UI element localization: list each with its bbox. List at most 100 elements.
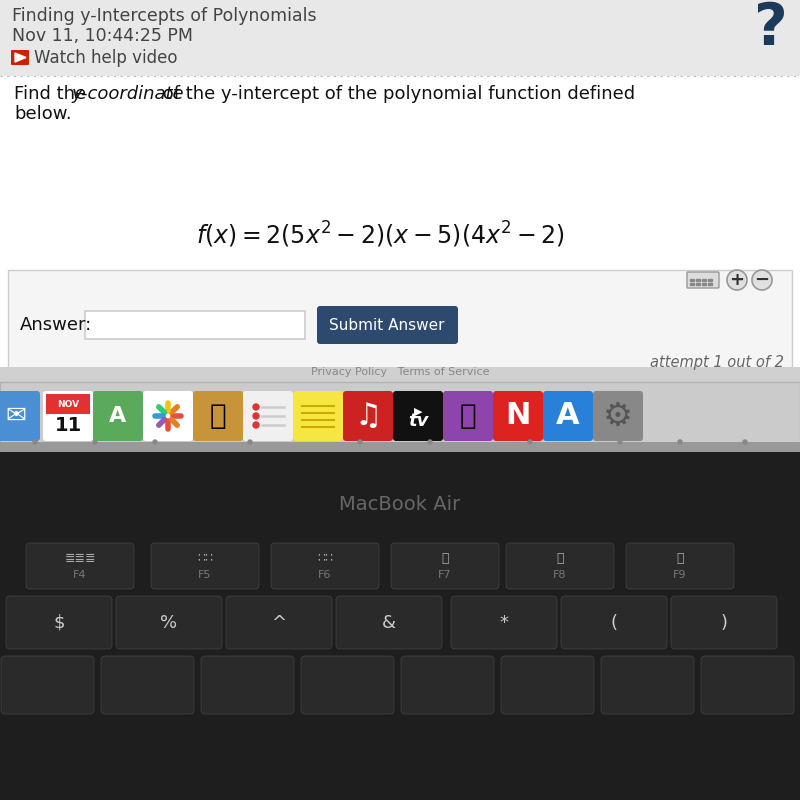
FancyBboxPatch shape	[671, 596, 777, 649]
Bar	[702, 282, 706, 285]
Text: ^: ^	[271, 614, 286, 632]
FancyBboxPatch shape	[601, 656, 694, 714]
Text: of the y-intercept of the polynomial function defined: of the y-intercept of the polynomial fun…	[157, 85, 635, 103]
FancyBboxPatch shape	[451, 596, 557, 649]
Bar	[708, 278, 712, 281]
Text: Watch help video: Watch help video	[34, 49, 178, 67]
FancyBboxPatch shape	[0, 382, 800, 445]
Text: NOV: NOV	[57, 400, 79, 409]
FancyBboxPatch shape	[8, 270, 792, 370]
FancyBboxPatch shape	[701, 656, 794, 714]
FancyBboxPatch shape	[0, 442, 800, 452]
Circle shape	[428, 440, 432, 444]
FancyBboxPatch shape	[6, 596, 112, 649]
Text: ≣≣≣: ≣≣≣	[64, 551, 96, 565]
Text: 11: 11	[54, 416, 82, 435]
FancyBboxPatch shape	[391, 543, 499, 589]
FancyBboxPatch shape	[626, 543, 734, 589]
FancyBboxPatch shape	[393, 391, 443, 441]
Text: ?: ?	[754, 0, 788, 57]
FancyBboxPatch shape	[26, 543, 134, 589]
Circle shape	[253, 404, 259, 410]
Bar	[702, 278, 706, 281]
Text: F9: F9	[674, 570, 686, 580]
Text: tv: tv	[408, 412, 428, 430]
Text: *: *	[499, 614, 509, 632]
FancyBboxPatch shape	[93, 391, 143, 441]
Circle shape	[153, 440, 157, 444]
Bar	[696, 282, 700, 285]
Text: below.: below.	[14, 105, 72, 123]
FancyBboxPatch shape	[1, 656, 94, 714]
FancyBboxPatch shape	[101, 656, 194, 714]
Text: F6: F6	[318, 570, 332, 580]
Text: ✉: ✉	[6, 404, 26, 428]
Text: Privacy Policy   Terms of Service: Privacy Policy Terms of Service	[310, 367, 490, 377]
FancyBboxPatch shape	[271, 543, 379, 589]
FancyBboxPatch shape	[443, 391, 493, 441]
Text: Answer:: Answer:	[20, 316, 92, 334]
Text: F7: F7	[438, 570, 452, 580]
FancyBboxPatch shape	[85, 311, 305, 339]
FancyBboxPatch shape	[193, 391, 243, 441]
FancyBboxPatch shape	[493, 391, 543, 441]
FancyBboxPatch shape	[43, 391, 93, 441]
Polygon shape	[15, 53, 26, 62]
FancyBboxPatch shape	[336, 596, 442, 649]
Text: ♫: ♫	[354, 402, 382, 430]
Circle shape	[678, 440, 682, 444]
Text: MacBook Air: MacBook Air	[339, 495, 461, 514]
Text: ): )	[721, 614, 727, 632]
FancyBboxPatch shape	[201, 656, 294, 714]
Circle shape	[727, 270, 747, 290]
FancyBboxPatch shape	[116, 596, 222, 649]
Text: $f(x) = 2(5x^2 - 2)(x - 5)(4x^2 - 2)$: $f(x) = 2(5x^2 - 2)(x - 5)(4x^2 - 2)$	[196, 220, 564, 250]
Text: A: A	[556, 402, 580, 430]
FancyBboxPatch shape	[0, 391, 40, 441]
FancyBboxPatch shape	[493, 391, 543, 441]
FancyBboxPatch shape	[46, 394, 90, 414]
FancyBboxPatch shape	[543, 391, 593, 441]
FancyBboxPatch shape	[401, 656, 494, 714]
Text: ∷∷: ∷∷	[317, 551, 333, 565]
Bar	[696, 278, 700, 281]
FancyBboxPatch shape	[593, 391, 643, 441]
Text: &: &	[382, 614, 396, 632]
FancyBboxPatch shape	[687, 272, 719, 288]
FancyBboxPatch shape	[0, 0, 800, 370]
Circle shape	[33, 440, 37, 444]
FancyBboxPatch shape	[0, 382, 800, 445]
Text: y-coordinate: y-coordinate	[71, 85, 184, 103]
FancyBboxPatch shape	[0, 76, 800, 370]
Circle shape	[253, 422, 259, 428]
FancyBboxPatch shape	[11, 50, 29, 65]
Text: $: $	[54, 614, 65, 632]
Text: attempt 1 out of 2: attempt 1 out of 2	[650, 355, 784, 370]
Text: F4: F4	[74, 570, 86, 580]
Text: Finding y-Intercepts of Polynomials: Finding y-Intercepts of Polynomials	[12, 7, 317, 25]
Text: +: +	[730, 271, 745, 289]
Text: 🎙: 🎙	[460, 402, 476, 430]
Circle shape	[752, 270, 772, 290]
FancyBboxPatch shape	[561, 596, 667, 649]
Text: ⚙: ⚙	[603, 399, 633, 433]
Text: F8: F8	[554, 570, 566, 580]
FancyBboxPatch shape	[0, 0, 800, 150]
FancyBboxPatch shape	[293, 391, 343, 441]
FancyBboxPatch shape	[501, 656, 594, 714]
Circle shape	[618, 440, 622, 444]
Bar	[708, 282, 712, 285]
Text: Nov 11, 10:44:25 PM: Nov 11, 10:44:25 PM	[12, 27, 193, 45]
Circle shape	[358, 440, 362, 444]
FancyBboxPatch shape	[226, 596, 332, 649]
Text: ▶: ▶	[414, 406, 422, 417]
Circle shape	[93, 440, 97, 444]
Text: (: (	[610, 614, 618, 632]
Circle shape	[248, 440, 252, 444]
Text: ∷∷: ∷∷	[197, 551, 213, 565]
Text: ⏮: ⏮	[442, 551, 449, 565]
Circle shape	[253, 413, 259, 419]
FancyBboxPatch shape	[151, 543, 259, 589]
FancyBboxPatch shape	[301, 656, 394, 714]
Text: %: %	[161, 614, 178, 632]
